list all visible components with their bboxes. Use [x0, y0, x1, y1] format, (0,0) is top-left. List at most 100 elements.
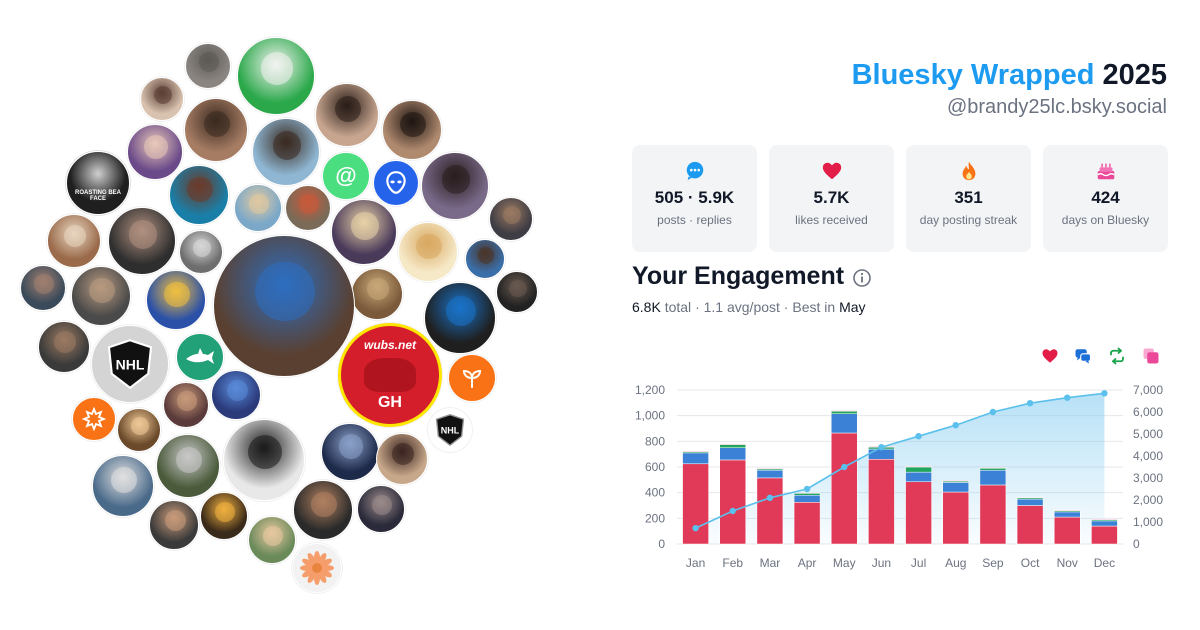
bar-reposts [719, 444, 746, 448]
x-tick-label: Mar [760, 556, 781, 570]
avatar-grey-cat[interactable] [185, 43, 231, 89]
avatar-woman-purple[interactable] [127, 124, 183, 180]
avatar-couple-blonde[interactable] [234, 184, 282, 232]
wubs-initials: GH [377, 394, 402, 411]
cumulative-point [766, 494, 774, 501]
avatar-cats[interactable] [156, 434, 220, 498]
bar-quotes [905, 466, 932, 468]
cumulative-point [952, 422, 959, 429]
avatar-wwe[interactable] [285, 185, 331, 231]
avatar-classic-woman[interactable] [179, 230, 223, 274]
avatar-woman-glasses[interactable] [382, 100, 442, 160]
avatar-glasses-man[interactable] [38, 321, 90, 373]
info-icon[interactable] [852, 268, 872, 288]
nhl-shield-small-icon: NHL [435, 413, 465, 447]
alien-icon [386, 171, 406, 194]
avatar-bearded[interactable] [71, 266, 131, 326]
bar-likes [793, 502, 821, 545]
sprout-avatar[interactable] [448, 354, 496, 402]
engagement-summary: 6.8K total · 1.1 avg/post · Best in May [632, 299, 866, 315]
bar-quotes [942, 480, 969, 482]
avatar-cartoon-band[interactable] [146, 270, 206, 330]
avatar-glasses-woman[interactable] [421, 152, 489, 220]
nhl-logo-avatar-small[interactable]: NHL [428, 408, 472, 452]
heart-icon [822, 162, 841, 180]
y-right-tick-label: 7,000 [1133, 383, 1163, 397]
avatar-man-smiling[interactable] [315, 83, 379, 147]
alien-avatar[interactable] [373, 160, 419, 206]
x-tick-label: May [833, 556, 856, 570]
bar-reposts [979, 468, 1007, 471]
wrapped-title: Bluesky Wrapped 2025 [852, 59, 1167, 92]
bar-replies [682, 452, 709, 465]
avatar-woman-garden[interactable] [248, 516, 296, 564]
avatar-couple[interactable] [184, 98, 248, 162]
legend-quotes-quote-icon [1143, 348, 1159, 364]
stat-value: 5.7K [813, 188, 850, 207]
cumulative-point [729, 507, 736, 515]
bar-replies [793, 494, 821, 503]
bar-quotes [682, 450, 709, 452]
avatar-man-dark[interactable] [20, 265, 66, 311]
avatar-castle[interactable] [321, 423, 379, 481]
avatar-blue-hair[interactable] [211, 370, 261, 420]
avatar-musicians[interactable] [351, 268, 403, 320]
y-right-tick-label: 6,000 [1133, 405, 1163, 419]
bar-replies [831, 413, 858, 434]
avatar-joker[interactable] [237, 37, 315, 115]
avatar-anime[interactable] [117, 408, 161, 452]
bar-likes [1054, 516, 1081, 545]
cumulative-point [878, 444, 885, 451]
sprout-icon [462, 369, 482, 388]
avatar-woman-curly[interactable] [489, 197, 533, 241]
avatar-dog-sketch[interactable] [398, 222, 458, 282]
avatar-woman-blue[interactable] [465, 239, 505, 279]
shark-avatar[interactable] [176, 333, 224, 381]
nhl-logo-avatar-large[interactable]: NHL [91, 325, 169, 403]
bar-quotes [979, 467, 1007, 469]
avatar-woman-sad[interactable] [108, 207, 176, 275]
engagement-title: Your Engagement [632, 262, 845, 290]
avatar-woman-portrait[interactable] [376, 433, 428, 485]
nhl-shield-icon: NHL [107, 339, 153, 390]
avatar-woman-sunglasses[interactable] [92, 455, 154, 517]
y-left-tick-label: 400 [645, 486, 665, 500]
avatar-blonde-woman[interactable] [331, 199, 397, 265]
y-left-tick-label: 200 [645, 511, 665, 525]
x-tick-label: Feb [722, 556, 743, 570]
avatar-golden-girls[interactable] [47, 214, 101, 268]
engagement-total: 6.8K [632, 299, 661, 315]
sunflower-avatar[interactable] [292, 543, 342, 593]
wubs-net-avatar[interactable]: wubs.net GH [338, 323, 442, 427]
legend-replies-reply-icon [1075, 349, 1092, 364]
burst-avatar[interactable] [72, 397, 116, 441]
y-left-tick-label: 600 [645, 460, 665, 474]
avatar-candle[interactable] [200, 492, 248, 540]
avatar-woman-teal[interactable] [169, 165, 229, 225]
bar-reposts [831, 410, 858, 414]
bar-replies [756, 469, 784, 479]
bar-likes [942, 491, 969, 545]
engagement-total-label: total [664, 299, 692, 315]
bar-replies [942, 482, 969, 493]
bar-quotes [1091, 518, 1118, 520]
bar-likes [1016, 505, 1044, 545]
stat-card-days: 424 days on Bluesky [1043, 145, 1168, 252]
x-tick-label: Nov [1057, 556, 1078, 570]
roasting-bea-avatar[interactable]: ROASTING BEA FACE [66, 151, 130, 215]
avatar-black-cat[interactable] [223, 419, 305, 501]
avatar-man-suit[interactable] [149, 500, 199, 550]
avatar-woman-shirt[interactable] [163, 382, 209, 428]
bar-replies [868, 448, 895, 460]
at-sign-avatar[interactable]: @ [322, 152, 370, 200]
stat-label: day posting streak [919, 213, 1018, 227]
bar-replies [1016, 498, 1044, 506]
avatar-woman-black[interactable] [357, 485, 405, 533]
avatar-profile-main[interactable] [213, 235, 355, 377]
avatar-hooded[interactable] [496, 271, 538, 313]
avatar-woman-dark-hair[interactable] [293, 480, 353, 540]
avatar-lions-fan[interactable] [424, 282, 496, 354]
avatar-woman-selfie[interactable] [140, 77, 184, 121]
avatar-woman-smile[interactable] [252, 118, 320, 186]
x-tick-label: Sep [982, 556, 1004, 570]
